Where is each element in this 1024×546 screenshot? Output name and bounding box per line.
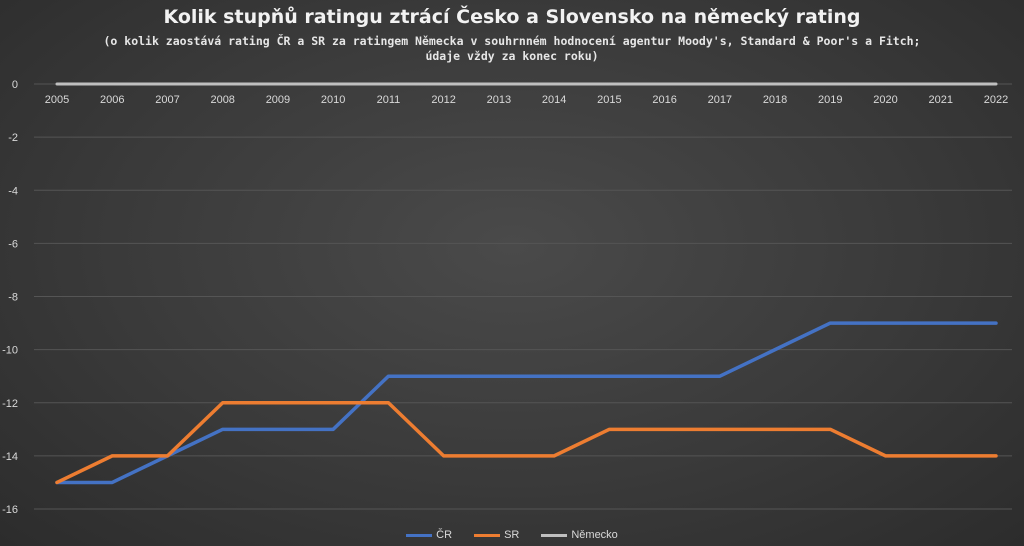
chart-title: Kolik stupňů ratingu ztrácí Česko a Slov… bbox=[163, 6, 861, 28]
legend-label: ČR bbox=[436, 529, 453, 541]
legend-item: ČR bbox=[406, 529, 452, 541]
legend-item: SR bbox=[474, 529, 519, 541]
x-tick-label: 2020 bbox=[873, 94, 897, 106]
x-tick-label: 2019 bbox=[818, 94, 842, 106]
y-tick-label: -14 bbox=[2, 451, 18, 463]
x-tick-label: 2013 bbox=[487, 94, 511, 106]
legend-label: SR bbox=[504, 529, 520, 541]
x-tick-label: 2014 bbox=[542, 94, 566, 106]
x-tick-label: 2011 bbox=[377, 94, 401, 106]
x-tick-label: 2016 bbox=[652, 94, 676, 106]
y-tick-label: -2 bbox=[8, 132, 18, 144]
y-tick-label: -16 bbox=[2, 504, 18, 516]
x-tick-label: 2021 bbox=[929, 94, 953, 106]
y-tick-label: -6 bbox=[8, 238, 18, 250]
y-tick-label: -8 bbox=[8, 292, 18, 304]
series-line-ČR bbox=[55, 321, 998, 485]
x-tick-label: 2018 bbox=[763, 94, 787, 106]
x-tick-label: 2017 bbox=[708, 94, 732, 106]
legend: ČR SR Německo bbox=[0, 529, 1024, 541]
x-tick-label: 2010 bbox=[321, 94, 345, 106]
x-tick-label: 2007 bbox=[155, 94, 179, 106]
y-tick-label: 0 bbox=[12, 79, 18, 91]
x-tick-label: 2012 bbox=[431, 94, 455, 106]
legend-item: Německo bbox=[541, 529, 618, 541]
y-tick-label: -4 bbox=[8, 185, 18, 197]
x-tick-label: 2006 bbox=[100, 94, 124, 106]
legend-swatch bbox=[541, 533, 568, 537]
series-line-SR bbox=[55, 401, 998, 485]
x-tick-label: 2015 bbox=[597, 94, 621, 106]
y-tick-label: -10 bbox=[2, 345, 18, 357]
legend-swatch bbox=[406, 533, 433, 537]
legend-swatch bbox=[474, 533, 501, 537]
x-tick-label: 2008 bbox=[210, 94, 234, 106]
x-tick-label: 2022 bbox=[984, 94, 1008, 106]
x-tick-label: 2005 bbox=[45, 94, 69, 106]
y-tick-label: -12 bbox=[2, 398, 18, 410]
chart-subtitle: (o kolik zaostává rating ČR a SR za rati… bbox=[103, 34, 921, 63]
legend-label: Německo bbox=[571, 529, 618, 541]
x-tick-label: 2009 bbox=[266, 94, 290, 106]
